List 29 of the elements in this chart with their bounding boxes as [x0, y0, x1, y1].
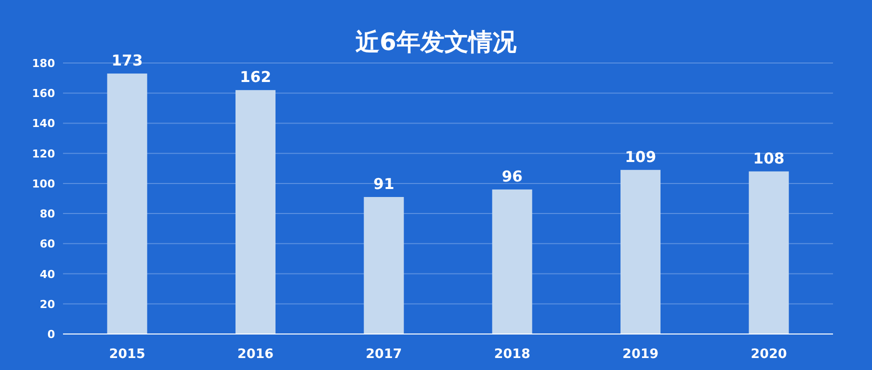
bar: [492, 189, 532, 334]
data-label: 109: [624, 148, 656, 166]
y-tick-label: 140: [32, 117, 56, 130]
bar: [236, 90, 276, 334]
data-label: 162: [240, 68, 272, 86]
bar: [748, 171, 789, 334]
x-tick-label: 2020: [750, 347, 787, 362]
x-tick-label: 2016: [237, 347, 274, 362]
y-tick-label: 80: [40, 208, 56, 221]
y-tick-label: 0: [47, 328, 56, 341]
data-label: 108: [753, 149, 784, 168]
y-tick-label: 20: [40, 298, 56, 311]
data-label: 173: [112, 52, 143, 70]
x-tick-label: 2017: [366, 347, 402, 362]
x-tick-label: 2018: [494, 347, 530, 362]
bar: [107, 74, 148, 334]
bar: [620, 170, 660, 334]
data-label: 91: [373, 174, 394, 193]
y-tick-label: 120: [32, 147, 56, 160]
chart-title: 近6年发文情况: [356, 28, 518, 56]
y-tick-label: 60: [40, 238, 56, 251]
y-tick-label: 160: [32, 87, 56, 100]
y-tick-label: 180: [32, 57, 56, 70]
x-tick-label: 2015: [109, 347, 146, 362]
y-tick-label: 40: [40, 268, 56, 281]
y-tick-label: 100: [32, 177, 56, 190]
data-label: 96: [502, 167, 523, 186]
bar: [364, 196, 404, 334]
x-tick-label: 2019: [622, 347, 659, 362]
